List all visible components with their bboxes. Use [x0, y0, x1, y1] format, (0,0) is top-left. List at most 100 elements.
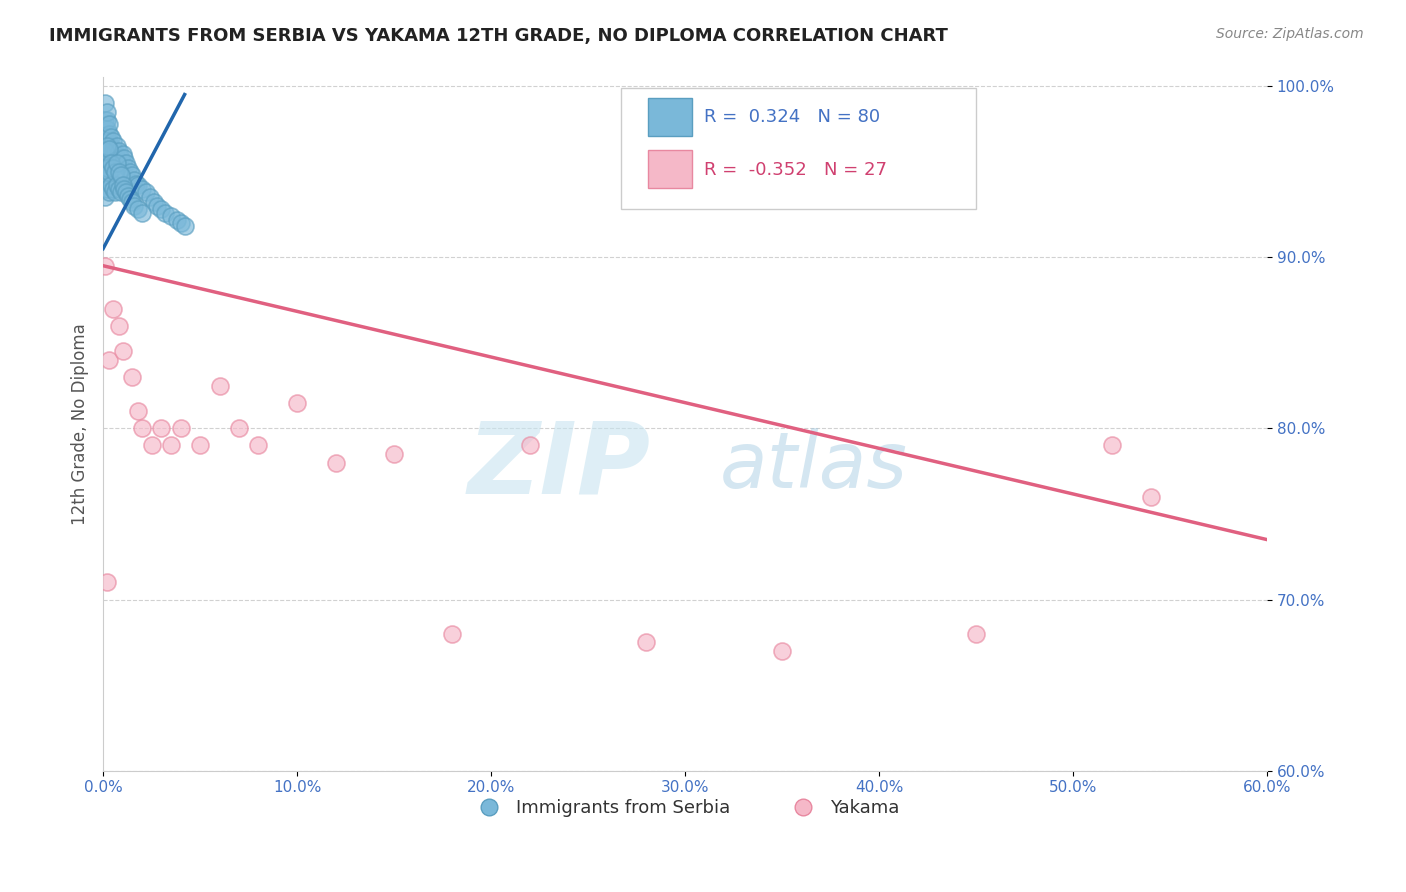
- Point: [107, 318, 129, 333]
- Point: [96, 139, 118, 153]
- Point: [285, 395, 308, 409]
- Point: [121, 168, 143, 182]
- Point: [97, 144, 120, 158]
- Point: [97, 117, 120, 131]
- Point: [441, 626, 464, 640]
- Point: [107, 182, 129, 196]
- Text: R =  0.324   N = 80: R = 0.324 N = 80: [704, 108, 880, 126]
- Text: Source: ZipAtlas.com: Source: ZipAtlas.com: [1216, 27, 1364, 41]
- Point: [104, 164, 127, 178]
- Point: [96, 182, 118, 196]
- Point: [325, 456, 347, 470]
- Point: [160, 209, 183, 223]
- Point: [104, 156, 127, 170]
- Point: [150, 421, 173, 435]
- Point: [121, 370, 143, 384]
- Point: [97, 352, 120, 367]
- Point: [94, 96, 117, 111]
- Point: [97, 142, 120, 156]
- Point: [121, 195, 143, 210]
- Point: [94, 130, 117, 145]
- Point: [142, 195, 165, 210]
- Point: [110, 151, 132, 165]
- Point: [94, 259, 117, 273]
- Point: [101, 301, 124, 316]
- Point: [94, 113, 117, 128]
- Point: [110, 185, 132, 199]
- Point: [120, 164, 142, 178]
- Point: [100, 139, 122, 153]
- Point: [114, 182, 136, 196]
- Point: [135, 185, 157, 199]
- Point: [131, 205, 153, 219]
- Point: [170, 421, 193, 435]
- Point: [208, 378, 231, 392]
- Point: [97, 185, 120, 199]
- Point: [101, 161, 124, 176]
- Point: [100, 130, 122, 145]
- Point: [97, 156, 120, 170]
- Point: [104, 185, 127, 199]
- FancyBboxPatch shape: [621, 87, 976, 209]
- Point: [188, 438, 211, 452]
- Point: [965, 626, 987, 640]
- Point: [228, 421, 250, 435]
- Legend: Immigrants from Serbia, Yakama: Immigrants from Serbia, Yakama: [464, 791, 907, 824]
- FancyBboxPatch shape: [648, 98, 692, 136]
- Point: [105, 151, 128, 165]
- Point: [122, 199, 145, 213]
- Point: [100, 156, 122, 170]
- Point: [166, 212, 188, 227]
- Point: [105, 139, 128, 153]
- Point: [127, 404, 149, 418]
- Point: [104, 144, 127, 158]
- Point: [107, 164, 129, 178]
- Text: R =  -0.352   N = 27: R = -0.352 N = 27: [704, 161, 887, 178]
- Point: [519, 438, 541, 452]
- Point: [96, 164, 118, 178]
- Point: [101, 134, 124, 148]
- Point: [101, 151, 124, 165]
- Point: [107, 144, 129, 158]
- Point: [138, 190, 160, 204]
- Point: [1139, 490, 1161, 504]
- Point: [94, 190, 117, 204]
- Point: [153, 205, 176, 219]
- Point: [117, 188, 139, 202]
- Point: [105, 156, 128, 170]
- Point: [101, 182, 124, 196]
- Point: [96, 161, 118, 176]
- Point: [107, 156, 129, 170]
- Point: [97, 127, 120, 141]
- FancyBboxPatch shape: [648, 150, 692, 188]
- Point: [111, 178, 134, 193]
- Point: [127, 202, 149, 217]
- Point: [96, 147, 118, 161]
- Point: [146, 199, 169, 213]
- Point: [150, 202, 173, 217]
- Point: [100, 178, 122, 193]
- Text: atlas: atlas: [720, 427, 908, 504]
- Point: [125, 177, 148, 191]
- Point: [96, 113, 118, 128]
- Point: [105, 178, 128, 193]
- Point: [173, 219, 195, 234]
- Point: [110, 168, 132, 182]
- Point: [141, 438, 163, 452]
- Point: [96, 104, 118, 119]
- Point: [111, 147, 134, 161]
- Point: [97, 134, 120, 148]
- Point: [96, 121, 118, 136]
- Point: [382, 447, 405, 461]
- Point: [160, 438, 183, 452]
- Point: [1101, 438, 1123, 452]
- Point: [96, 575, 118, 590]
- Point: [636, 635, 658, 649]
- Text: IMMIGRANTS FROM SERBIA VS YAKAMA 12TH GRADE, NO DIPLOMA CORRELATION CHART: IMMIGRANTS FROM SERBIA VS YAKAMA 12TH GR…: [49, 27, 948, 45]
- Point: [97, 164, 120, 178]
- Point: [111, 156, 134, 170]
- Point: [131, 421, 153, 435]
- Point: [94, 144, 117, 158]
- Point: [94, 147, 117, 161]
- Point: [115, 156, 138, 170]
